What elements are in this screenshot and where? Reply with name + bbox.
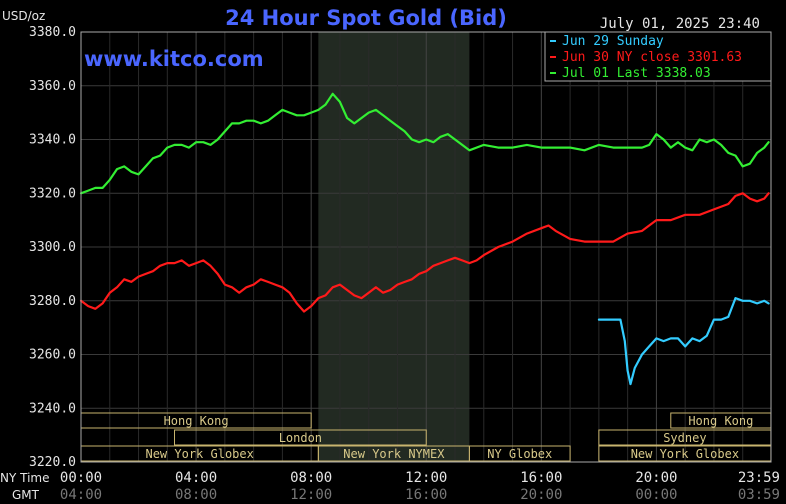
y-tick-label: 3240.0 (29, 401, 76, 416)
x-tick-gmt: 04:00 (60, 487, 102, 503)
x-tick-gmt: 08:00 (175, 487, 217, 503)
y-tick-label: 3360.0 (29, 79, 76, 94)
legend-entry: Jun 29 Sunday (562, 34, 664, 49)
y-tick-label: 3300.0 (29, 240, 76, 255)
legend-box (544, 31, 772, 82)
session-label: Hong Kong (164, 414, 229, 428)
y-tick-label: 3280.0 (29, 294, 76, 309)
series-line (597, 297, 770, 386)
session-bars: Hong Kong London New York Globex New York N… (80, 412, 772, 462)
y-tick-label: 3380.0 (29, 25, 76, 40)
legend-entry: Jun 30 NY close 3301.63 (562, 50, 742, 65)
session-label: NY Globex (487, 447, 552, 461)
session-label: London (279, 431, 322, 445)
session-label: New York Globex (631, 447, 739, 461)
x-tick-ny: 00:00 (60, 470, 102, 486)
chart-title: 24 Hour Spot Gold (Bid) (225, 6, 507, 30)
legend-entry: Jul 01 Last 3338.03 (562, 66, 711, 81)
x-tick-gmt: 16:00 (405, 487, 447, 503)
x-tick-ny: 23:59 (738, 470, 780, 486)
session-bar (174, 429, 427, 446)
x-tick-gmt: 00:00 (635, 487, 677, 503)
series-line (79, 92, 770, 195)
x-tick-gmt: 03:59 (738, 487, 780, 503)
y-axis-ticks: 3220.0 3240.0 3260.0 3280.0 3300.0 3320.0 3340… (29, 25, 76, 470)
x-tick-ny: 12:00 (405, 470, 447, 486)
session-label: Sydney (663, 431, 706, 445)
price-lines (79, 92, 770, 386)
session-label: New York Globex (145, 447, 253, 461)
session-bar (468, 445, 571, 462)
series-line (79, 192, 770, 313)
plot-frame (80, 31, 772, 463)
y-unit-label: USD/oz (2, 9, 45, 23)
timestamp: July 01, 2025 23:40 (600, 16, 760, 32)
x-tick-gmt: 20:00 (520, 487, 562, 503)
y-tick-label: 3220.0 (29, 455, 76, 470)
x-tick-ny: 16:00 (520, 470, 562, 486)
session-label: New York NYMEX (343, 447, 445, 461)
x-tick-ny: 08:00 (290, 470, 332, 486)
x-tick-ny: 04:00 (175, 470, 217, 486)
y-tick-label: 3320.0 (29, 186, 76, 201)
session-label: Hong Kong (688, 414, 753, 428)
y-tick-label: 3340.0 (29, 133, 76, 148)
x-tick-ny: 20:00 (635, 470, 677, 486)
watermark[interactable]: www.kitco.com (84, 47, 264, 71)
x-axis-ticks: 00:0004:0004:0008:0008:0012:0012:0016:00… (60, 470, 780, 503)
y-tick-label: 3260.0 (29, 348, 76, 363)
gmt-label: GMT (12, 488, 40, 502)
ny-time-label: NY Time (0, 471, 50, 485)
x-tick-gmt: 12:00 (290, 487, 332, 503)
